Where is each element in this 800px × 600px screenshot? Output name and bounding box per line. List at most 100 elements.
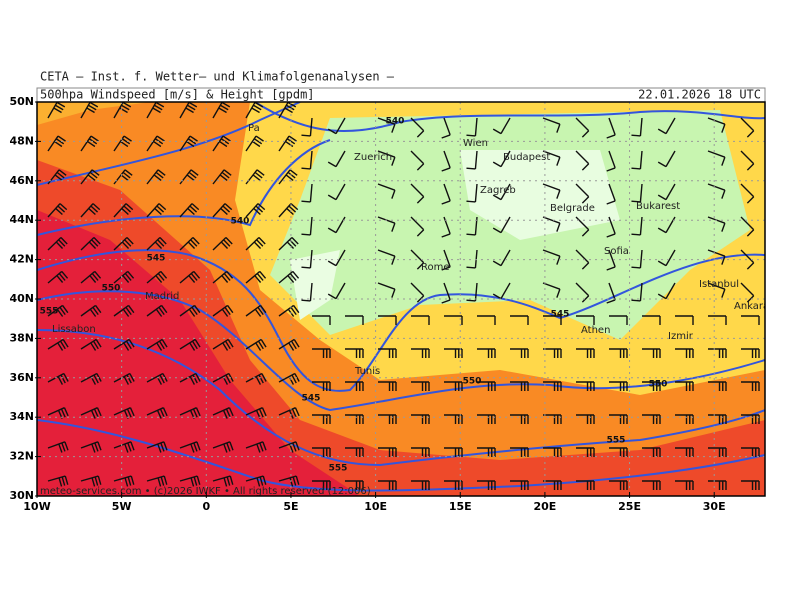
wind-barb <box>47 270 69 284</box>
lat-label: 48N <box>9 134 34 147</box>
wind-barb <box>708 414 727 424</box>
wind-barb <box>146 236 167 251</box>
wind-barb <box>631 216 643 236</box>
wind-barb <box>576 348 595 358</box>
city: Budapest <box>503 152 550 163</box>
wind-barb <box>441 150 451 172</box>
wind-barb <box>245 407 267 419</box>
wind-barb <box>47 203 68 218</box>
wind-barb <box>410 117 425 138</box>
wind-barb <box>212 372 234 385</box>
wind-barb <box>278 372 300 385</box>
wind-barb <box>657 249 676 267</box>
wind-barb <box>576 315 595 325</box>
city: Sofia <box>604 246 629 257</box>
wind-barb <box>301 249 313 269</box>
wind-barb <box>708 315 727 325</box>
wind-barb <box>708 480 727 490</box>
wind-barb <box>113 169 133 185</box>
wind-barb <box>411 315 430 325</box>
wind-barb <box>146 475 168 487</box>
city: Istanbul <box>699 279 739 290</box>
wind-barb <box>466 117 478 137</box>
wind-barb <box>146 102 165 119</box>
wind-barb <box>212 304 234 317</box>
wind-barb <box>146 441 168 453</box>
wind-barb <box>179 135 198 152</box>
wind-barb <box>312 315 331 325</box>
lat-label: 50N <box>9 95 34 108</box>
wind-barb <box>609 414 628 424</box>
city: Pa <box>248 123 260 134</box>
wind-barb <box>642 414 661 424</box>
wind-barb <box>113 203 134 218</box>
wind-barb <box>245 135 264 152</box>
wind-barb <box>378 348 397 358</box>
wind-barb <box>631 282 643 302</box>
wind-barb <box>543 480 562 490</box>
wind-barb <box>113 304 135 317</box>
wind-barb <box>576 480 595 490</box>
wind-barb <box>377 183 396 199</box>
wind-barb <box>212 135 231 152</box>
wind-barb <box>609 348 628 358</box>
lon-label: 10E <box>364 500 387 513</box>
wind-barb <box>212 407 234 419</box>
wind-barb <box>609 381 628 391</box>
graticule <box>37 102 765 496</box>
wind-barb <box>740 183 755 204</box>
wind-barb <box>245 236 266 251</box>
wind-barb <box>576 381 595 391</box>
wind-barb <box>657 150 676 168</box>
wind-barb <box>740 282 755 303</box>
contour-label: 545 <box>551 310 570 320</box>
wind-barb <box>444 315 463 325</box>
wind-barb <box>411 414 430 424</box>
wind-barb <box>606 282 616 304</box>
wind-barb <box>80 407 102 419</box>
wind-barb <box>657 216 676 234</box>
wind-barb <box>741 414 760 424</box>
city: Zuerich <box>354 152 392 163</box>
wind-barb <box>606 183 616 205</box>
wind-barb <box>492 117 511 135</box>
product: 500hpa Windspeed [m/s] & Height [gpdm] <box>40 88 315 102</box>
contour-label: 550 <box>463 377 482 387</box>
wind-barb <box>146 338 168 351</box>
contour-label: 555 <box>40 307 59 317</box>
wind-barb <box>179 236 200 251</box>
wind-barb <box>543 315 562 325</box>
wind-barb <box>576 447 595 457</box>
lat-label: 32N <box>9 450 34 463</box>
field-light-orange <box>37 102 150 125</box>
wind-barb <box>441 183 451 205</box>
wind-barb <box>477 348 496 358</box>
wind-barb <box>345 480 364 490</box>
wind-barb <box>675 414 694 424</box>
wind-barb <box>410 249 425 270</box>
lon-label: 0 <box>202 500 210 513</box>
wind-barb <box>47 441 69 453</box>
city: Lissabon <box>52 324 96 335</box>
wind-barb <box>410 150 425 171</box>
wind-barb <box>312 381 331 391</box>
wind-barb <box>212 236 233 251</box>
wind-barb <box>378 315 397 325</box>
wind-barb <box>278 270 300 284</box>
wind-barb <box>609 315 628 325</box>
footer: meteo-services.com • (c)2026 IWKF • All … <box>40 486 371 497</box>
wind-barb <box>301 150 313 170</box>
wind-barb <box>741 480 760 490</box>
wind-barb <box>708 447 727 457</box>
wind-barb <box>477 447 496 457</box>
contour-label: 550 <box>102 284 121 294</box>
wind-barb <box>47 407 69 419</box>
wind-barb <box>510 348 529 358</box>
wind-barb <box>609 480 628 490</box>
wind-barb <box>212 102 231 119</box>
wind-barb <box>345 315 364 325</box>
wind-barb <box>80 441 102 453</box>
lat-label: 42N <box>9 253 34 266</box>
wind-barb <box>466 249 478 269</box>
wind-barb <box>477 381 496 391</box>
